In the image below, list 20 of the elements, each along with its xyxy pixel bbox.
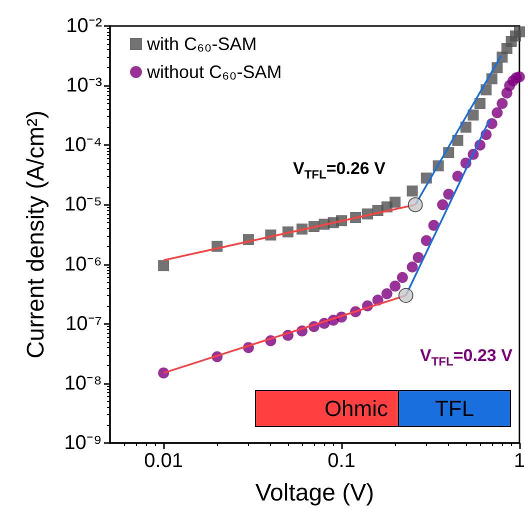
y-tick-label: 10⁻⁷ <box>66 312 102 335</box>
y-tick-label: 10⁻² <box>66 15 102 37</box>
region-key: Ohmic TFL <box>255 390 511 427</box>
annotation: V$_{TFL}$=0.23 V <box>420 346 512 368</box>
annotation: V$_{TFL}$=0.26 V <box>293 159 386 182</box>
x-tick-label: 0.1 <box>328 450 356 472</box>
x-axis-title: Voltage (V) <box>255 480 374 506</box>
y-axis-title: Current density (A/cm²) <box>22 110 50 359</box>
x-tick-label: 1 <box>514 450 525 472</box>
legend-label: without C₆₀-SAM <box>146 62 282 82</box>
y-tick-label: 10⁻⁵ <box>64 194 102 216</box>
x-tick-label: 0.01 <box>144 450 184 472</box>
y-tick-label: 10⁻⁹ <box>64 432 102 454</box>
y-tick-label: 10⁻³ <box>66 74 102 97</box>
annotation: TFL <box>398 391 510 426</box>
y-tick-label: 10⁻⁴ <box>64 134 102 156</box>
legend-label: with C₆₀-SAM <box>146 34 257 54</box>
annotation: Ohmic <box>256 391 398 426</box>
y-tick-label: 10⁻⁶ <box>64 253 102 276</box>
y-tick-label: 10⁻⁸ <box>64 372 102 394</box>
